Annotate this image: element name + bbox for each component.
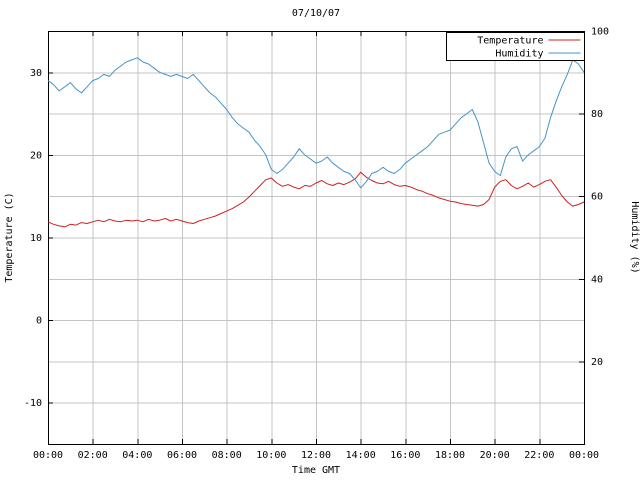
x-tick-label: 18:00 bbox=[435, 450, 465, 461]
legend-label: Humidity bbox=[495, 49, 543, 60]
humidity-tick-label: 80 bbox=[591, 109, 603, 120]
x-tick-label: 10:00 bbox=[256, 450, 286, 461]
legend-label: Temperature bbox=[477, 36, 543, 47]
temperature-series-line bbox=[47, 171, 585, 228]
temperature-tick-label: 10 bbox=[30, 233, 42, 244]
x-tick-label: 08:00 bbox=[212, 450, 242, 461]
x-tick-label: 12:00 bbox=[301, 450, 331, 461]
x-tick-label: 00:00 bbox=[569, 450, 599, 461]
x-axis-label: Time GMT bbox=[292, 465, 340, 476]
x-tick-label: 16:00 bbox=[390, 450, 420, 461]
temperature-tick-label: -10 bbox=[24, 398, 42, 409]
x-tick-label: 06:00 bbox=[167, 450, 197, 461]
temperature-tick-label: 0 bbox=[36, 316, 42, 327]
x-tick-label: 02:00 bbox=[78, 450, 108, 461]
x-tick-label: 20:00 bbox=[480, 450, 510, 461]
grid-lines bbox=[48, 31, 584, 444]
humidity-tick-label: 60 bbox=[591, 192, 603, 203]
humidity-tick-label: 40 bbox=[591, 274, 603, 285]
legend: Temperature Humidity bbox=[446, 32, 585, 61]
left-axis-label: Temperature (C) bbox=[4, 192, 15, 282]
chart-title: 07/10/07 bbox=[292, 8, 340, 19]
humidity-series-line bbox=[47, 57, 585, 189]
temperature-tick-label: 30 bbox=[30, 68, 42, 79]
humidity-tick-label: 100 bbox=[591, 27, 609, 38]
right-axis-label: Humidity (%) bbox=[629, 201, 640, 273]
x-tick-label: 22:00 bbox=[524, 450, 554, 461]
x-tick-label: 00:00 bbox=[33, 450, 63, 461]
legend-box bbox=[446, 32, 585, 61]
humidity-tick-label: 20 bbox=[591, 357, 603, 368]
temperature-tick-label: 20 bbox=[30, 150, 42, 161]
x-tick-label: 04:00 bbox=[122, 450, 152, 461]
x-tick-label: 14:00 bbox=[346, 450, 376, 461]
